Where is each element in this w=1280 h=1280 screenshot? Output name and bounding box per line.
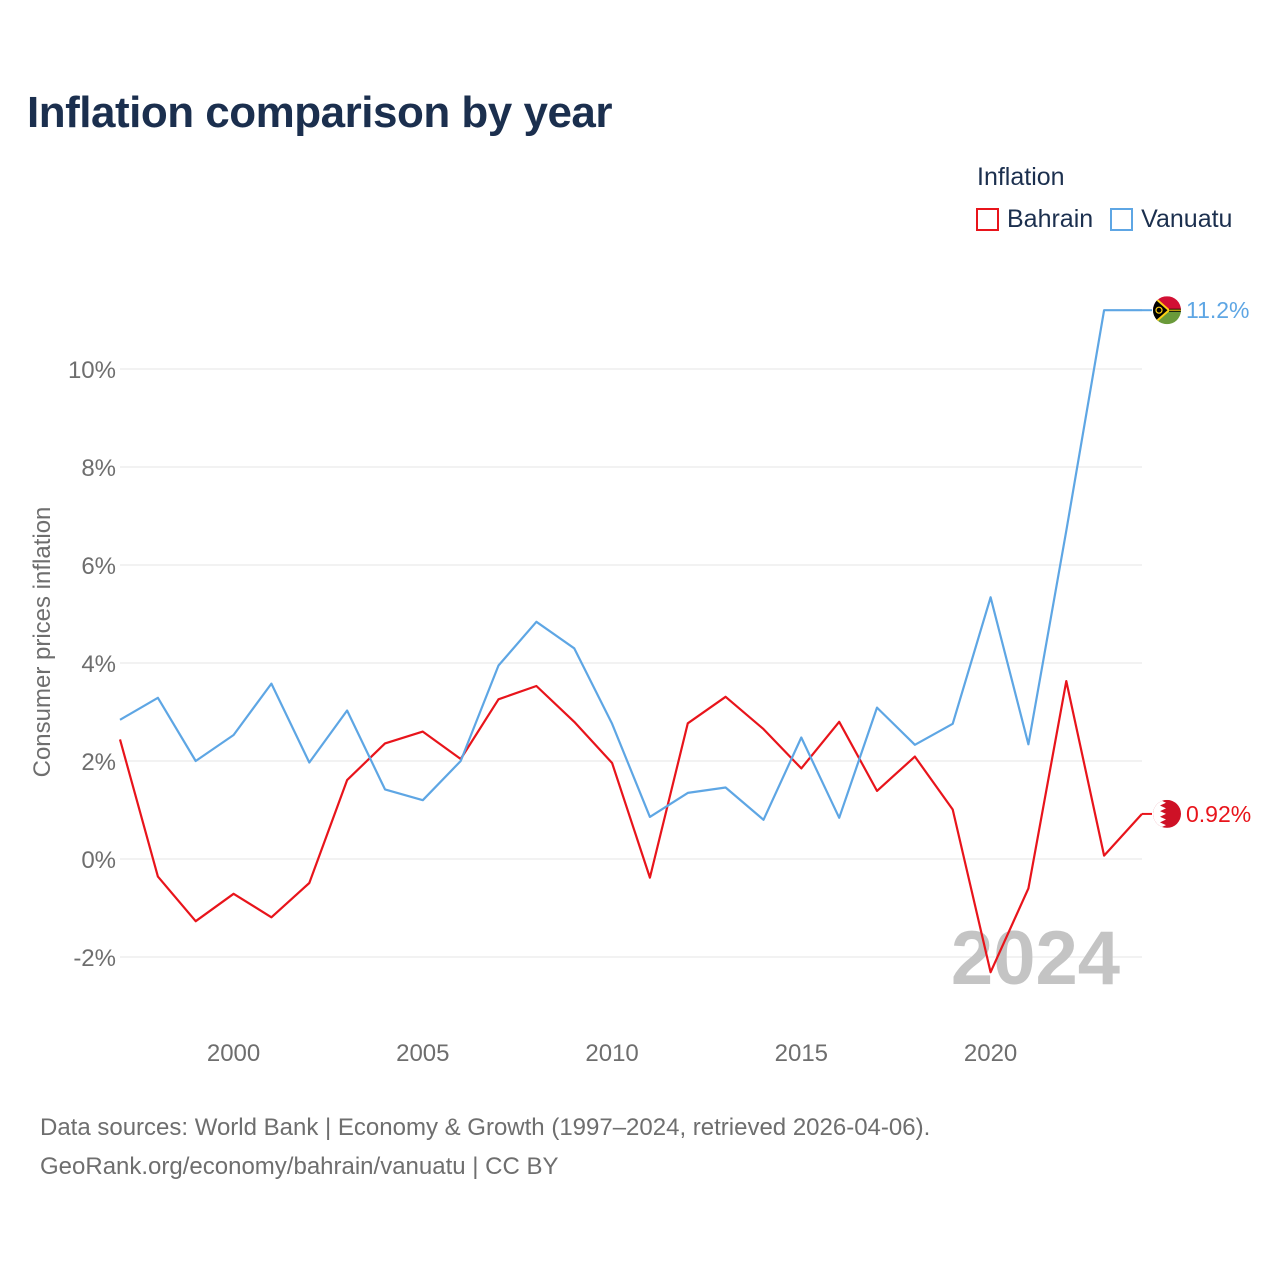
y-tick-label: 10% [68,357,116,384]
flag-icon-vanuatu [1153,296,1181,325]
line-chart: -2% 0% 2% 4% 6% 8% 10% 2000 2005 2010 2015 2020 20… [29,296,1251,1067]
end-markers: 0.92% 11.2% [1142,296,1251,828]
flag-icon-bahrain [1153,799,1181,828]
y-tick-label: 6% [81,553,116,580]
series-line-vanuatu[interactable] [119,309,1142,821]
x-tick-label: 2020 [964,1040,1017,1067]
legend-item-vanuatu[interactable]: Vanuatu [1110,205,1232,234]
y-axis-ticks: -2% 0% 2% 4% 6% 8% 10% [68,357,116,972]
x-tick-label: 2010 [585,1040,638,1067]
source-note: Data sources: World Bank | Economy & Gro… [40,1108,930,1186]
y-tick-label: -2% [73,945,116,972]
year-watermark: 2024 [951,916,1120,1001]
source-line-2[interactable]: GeoRank.org/economy/bahrain/vanuatu | CC… [40,1153,559,1180]
legend-swatch-bahrain [976,208,999,231]
y-tick-label: 4% [81,651,116,678]
y-tick-label: 2% [81,749,116,776]
series-line-bahrain[interactable] [118,679,1143,974]
x-axis-ticks: 2000 2005 2010 2015 2020 [207,1040,1017,1067]
series-lines [118,309,1143,974]
y-tick-label: 8% [81,455,116,482]
y-tick-label: 0% [81,847,116,874]
end-value-label-bahrain: 0.92% [1186,801,1251,827]
legend-label-vanuatu: Vanuatu [1141,205,1233,233]
legend-title: Inflation [977,163,1065,191]
x-tick-label: 2000 [207,1040,260,1067]
legend: Bahrain Vanuatu [976,205,1249,234]
y-axis-label: Consumer prices inflation [29,507,56,778]
end-value-label-vanuatu: 11.2% [1186,297,1250,323]
legend-label-bahrain: Bahrain [1007,205,1094,233]
source-line-1: Data sources: World Bank | Economy & Gro… [40,1114,931,1141]
gridlines [120,368,1142,958]
x-tick-label: 2005 [396,1040,449,1067]
x-tick-label: 2015 [775,1040,828,1067]
chart-title: Inflation comparison by year [27,88,613,137]
legend-item-bahrain[interactable]: Bahrain [976,205,1093,234]
legend-swatch-vanuatu [1110,208,1134,231]
